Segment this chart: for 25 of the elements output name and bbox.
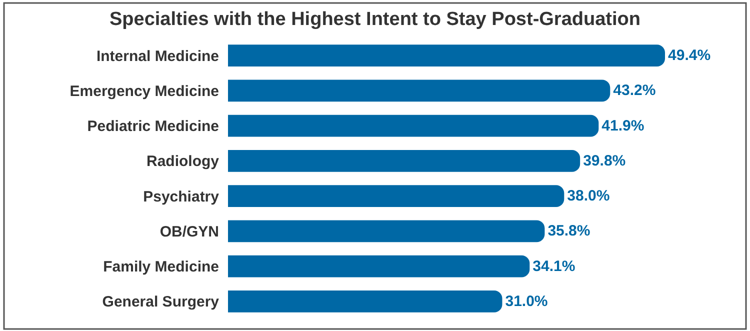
bar <box>228 80 610 102</box>
data-label: 39.8% <box>583 152 626 170</box>
y-tick-label: Psychiatry <box>143 188 220 206</box>
y-tick-label: Emergency Medicine <box>70 82 219 100</box>
bar <box>228 290 502 312</box>
data-label: 35.8% <box>548 222 590 240</box>
y-tick-label: General Surgery <box>102 294 220 311</box>
bar <box>228 44 665 66</box>
y-tick-label: OB/GYN <box>160 223 219 240</box>
bar <box>228 114 599 137</box>
bar <box>228 255 530 278</box>
chart-title: Specialties with the Highest Intent to Stay Post-Graduation <box>109 8 641 30</box>
data-label: 34.1% <box>532 258 576 275</box>
data-label: 41.9% <box>602 117 644 134</box>
bar <box>228 220 545 242</box>
data-label: 49.4% <box>668 47 711 64</box>
y-tick-label: Family Medicine <box>103 258 219 276</box>
y-tick-label: Pediatric Medicine <box>87 118 219 136</box>
data-label: 31.0% <box>505 292 548 310</box>
bar <box>228 185 564 207</box>
bar <box>228 150 580 172</box>
data-label: 38.0% <box>567 188 610 205</box>
data-label: 43.2% <box>613 82 656 100</box>
y-tick-label: Radiology <box>146 153 220 170</box>
y-tick-label: Internal Medicine <box>96 48 219 65</box>
